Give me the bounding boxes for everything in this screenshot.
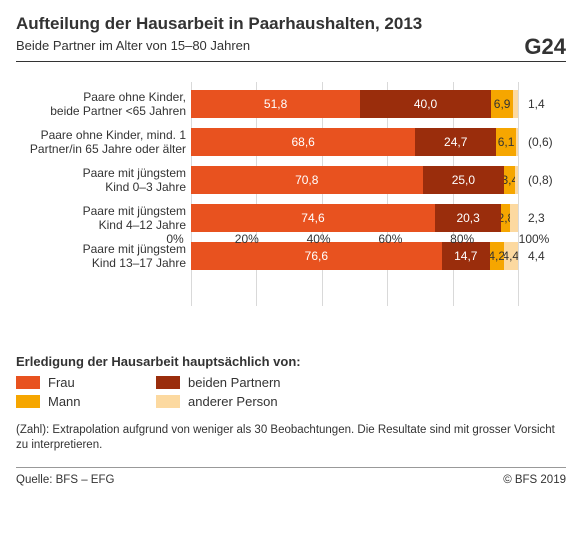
category-label: Paare mit jüngstemKind 4–12 Jahre (16, 204, 186, 232)
x-tick: 0% (166, 232, 183, 246)
legend-swatch (156, 376, 180, 389)
bar-segment-frau: 70,8 (191, 166, 423, 194)
legend-item-beiden: beiden Partnern (156, 375, 356, 390)
x-tick: 20% (235, 232, 259, 246)
bar-segment-mann: 6,9 (491, 90, 514, 118)
footnote: (Zahl): Extrapolation aufgrund von wenig… (16, 423, 566, 453)
stacked-bar: 70,825,03,4 (191, 166, 518, 194)
legend-item-anderer: anderer Person (156, 394, 356, 409)
overflow-value: (0,6) (522, 128, 553, 156)
x-axis: 0%20%40%60%80%100% (175, 232, 534, 252)
legend-label: anderer Person (188, 394, 278, 409)
chart-plot-area: Paare ohne Kinder,beide Partner <65 Jahr… (16, 90, 566, 300)
bar-segment-mann: 3,4 (504, 166, 515, 194)
bar-segment-anderer (516, 128, 518, 156)
chart-subtitle: Beide Partner im Alter von 15–80 Jahren (16, 38, 566, 53)
legend-swatch (16, 395, 40, 408)
category-label: Paare mit jüngstemKind 0–3 Jahre (16, 166, 186, 194)
bar-segment-mann: 2,8 (501, 204, 510, 232)
bar-segment-beiden: 25,0 (423, 166, 505, 194)
source-text: Quelle: BFS – EFG (16, 474, 114, 486)
divider-top (16, 61, 566, 62)
legend-label: Frau (48, 375, 75, 390)
stacked-bar: 74,620,32,8 (191, 204, 518, 232)
bar-segment-anderer (510, 204, 518, 232)
grid-line (518, 82, 519, 306)
stacked-bar: 68,624,76,1 (191, 128, 518, 156)
bar-segment-mann: 6,1 (496, 128, 516, 156)
legend: Frau beiden Partnern Mann anderer Person (16, 375, 566, 409)
x-tick: 80% (450, 232, 474, 246)
legend-label: beiden Partnern (188, 375, 281, 390)
category-label: Paare ohne Kinder,beide Partner <65 Jahr… (16, 90, 186, 118)
legend-title: Erledigung der Hausarbeit hauptsächlich … (16, 354, 566, 369)
bar-segment-frau: 68,6 (191, 128, 415, 156)
chart-title: Aufteilung der Hausarbeit in Paarhaushal… (16, 14, 566, 34)
bar-segment-frau: 51,8 (191, 90, 360, 118)
x-tick: 100% (519, 232, 550, 246)
overflow-value: 2,3 (522, 204, 545, 232)
legend-item-frau: Frau (16, 375, 146, 390)
bar-segment-anderer (515, 166, 518, 194)
legend-swatch (16, 376, 40, 389)
bar-segment-frau: 74,6 (191, 204, 435, 232)
divider-bottom (16, 467, 566, 468)
legend-label: Mann (48, 394, 81, 409)
x-tick: 60% (378, 232, 402, 246)
bar-segment-beiden: 24,7 (415, 128, 496, 156)
x-tick: 40% (307, 232, 331, 246)
stacked-bar: 51,840,06,9 (191, 90, 518, 118)
category-label: Paare ohne Kinder, mind. 1Partner/in 65 … (16, 128, 186, 156)
bar-segment-beiden: 40,0 (360, 90, 491, 118)
copyright-text: © BFS 2019 (503, 474, 566, 486)
category-label: Paare mit jüngstemKind 13–17 Jahre (16, 242, 186, 270)
legend-swatch (156, 395, 180, 408)
bar-segment-beiden: 20,3 (435, 204, 501, 232)
chart-code: G24 (524, 34, 566, 60)
overflow-value: (0,8) (522, 166, 553, 194)
legend-item-mann: Mann (16, 394, 146, 409)
bar-segment-anderer (513, 90, 518, 118)
overflow-value: 1,4 (522, 90, 545, 118)
